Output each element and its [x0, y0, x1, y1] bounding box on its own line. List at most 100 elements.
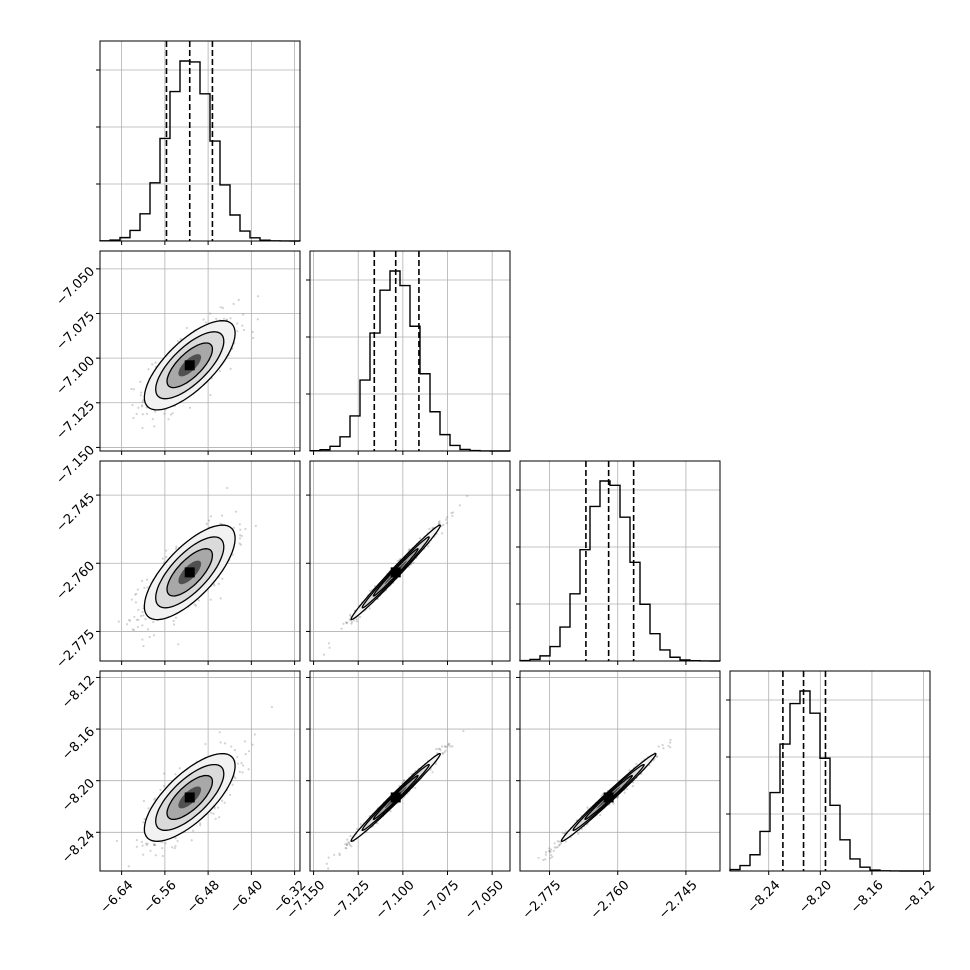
sample-point: [223, 801, 226, 804]
sample-point: [209, 598, 212, 601]
sample-point: [215, 317, 218, 320]
sample-point: [144, 618, 147, 621]
sample-point: [408, 548, 411, 551]
sample-point: [141, 399, 145, 402]
sample-point: [153, 842, 156, 846]
sample-point: [141, 624, 144, 627]
sample-point: [222, 317, 226, 320]
scatter-panel: −6.64 −6.56 −6.48 −6.40 −6.32−8.24−8.20−8.16…: [59, 670, 309, 917]
sample-point: [142, 799, 146, 803]
sample-point: [153, 843, 156, 847]
sample-point: [445, 521, 448, 525]
sample-point: [204, 321, 207, 324]
sample-point: [241, 771, 244, 774]
sample-point: [213, 807, 216, 810]
sample-point: [350, 621, 353, 624]
sample-point: [451, 511, 454, 514]
sample-point: [231, 553, 235, 556]
sample-point: [444, 518, 448, 521]
scatter-panel: [306, 460, 511, 665]
scatter-panel: −7.150−7.125−7.100−7.075−7.050: [53, 250, 301, 487]
sample-point: [551, 855, 554, 858]
sample-point: [130, 387, 133, 391]
panel-frame: [309, 250, 511, 452]
sample-point: [429, 768, 432, 771]
sample-point: [154, 854, 157, 857]
sample-point: [140, 405, 144, 408]
sample-point: [163, 412, 166, 415]
sample-point: [174, 837, 177, 840]
sample-point: [177, 643, 180, 646]
sample-point: [145, 842, 148, 845]
sample-point: [626, 787, 629, 791]
sample-point: [148, 635, 151, 639]
sample-point: [667, 744, 670, 748]
sample-point: [167, 418, 170, 421]
y-tick-label: −8.16: [59, 725, 98, 764]
sample-point: [241, 764, 245, 767]
sample-point: [437, 747, 440, 750]
sample-point: [204, 742, 207, 746]
sample-point: [220, 799, 224, 802]
sample-point: [141, 610, 144, 614]
sample-point: [221, 306, 224, 310]
sample-point: [542, 858, 545, 862]
density-contours: [143, 752, 236, 842]
sample-point: [162, 784, 165, 788]
sample-point: [214, 817, 217, 820]
sample-point: [151, 363, 154, 366]
sample-point: [359, 822, 362, 826]
sample-point: [256, 318, 259, 321]
sample-point: [322, 653, 326, 656]
sample-point: [431, 526, 434, 529]
sample-point: [586, 806, 589, 809]
sample-point: [402, 779, 406, 782]
sample-point: [137, 608, 140, 611]
panel-frame: [99, 40, 301, 242]
sample-point: [240, 762, 243, 765]
sample-point: [225, 318, 228, 321]
sample-point: [256, 295, 260, 298]
y-tick-label: −7.125: [53, 398, 98, 443]
sample-point: [147, 807, 150, 810]
density-contours: [560, 752, 657, 842]
sample-point: [169, 413, 173, 416]
sample-point: [548, 850, 551, 853]
sample-point: [229, 367, 232, 370]
sample-point: [549, 856, 552, 860]
sample-point: [165, 549, 168, 552]
sample-point: [344, 846, 347, 850]
sample-point: [145, 843, 148, 847]
sample-point: [544, 853, 547, 856]
panel-frame: [729, 670, 931, 872]
sample-point: [209, 515, 213, 518]
sample-point: [236, 762, 240, 765]
sample-point: [212, 812, 215, 815]
sample-point: [153, 798, 156, 801]
sample-point: [631, 781, 635, 784]
sample-point: [142, 614, 145, 617]
sample-point: [231, 783, 234, 786]
sample-point: [238, 537, 242, 540]
sample-point: [327, 642, 330, 645]
sample-point: [174, 547, 178, 550]
sample-point: [655, 755, 658, 758]
sample-point: [115, 839, 119, 843]
sample-point: [176, 839, 179, 843]
sample-point: [154, 361, 157, 364]
sample-point: [217, 582, 220, 585]
density-peak: [603, 792, 614, 803]
sample-point: [451, 745, 454, 748]
sample-point: [219, 741, 222, 744]
sample-point: [117, 620, 120, 623]
sample-point: [447, 744, 450, 747]
x-tick-label: −7.100: [373, 878, 418, 923]
sample-point: [325, 862, 328, 865]
sample-point: [141, 853, 145, 856]
sample-point: [345, 843, 349, 846]
sample-point: [443, 750, 446, 754]
sample-point: [368, 607, 371, 610]
sample-point: [243, 740, 247, 743]
sample-point: [238, 770, 241, 774]
